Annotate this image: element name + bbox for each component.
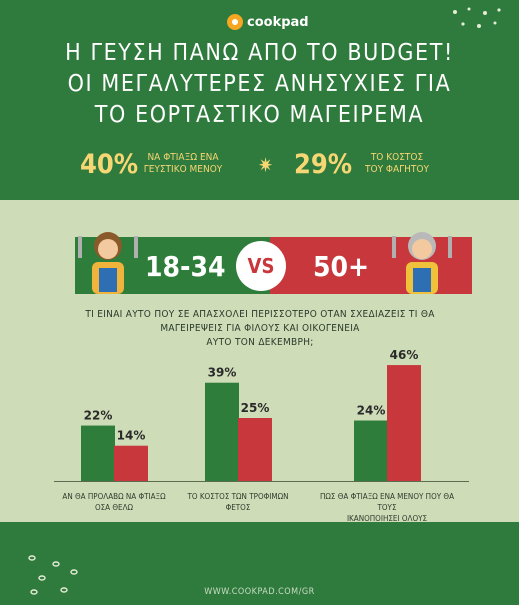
- summary-stats: 40% ΝΑ ΦΤΙΑΞΩ ΕΝΑ ΓΕΥΣΤΙΚΟ ΜΕΝΟΥ ✷ 29% Τ…: [80, 145, 460, 185]
- stat-2-label-line-1: ΤΟ ΚΟΣΤΟΣ: [370, 152, 424, 163]
- age-band-older: [270, 237, 472, 294]
- age-comparison-band: 18-34 VS 50+: [0, 232, 519, 298]
- vs-label: VS: [247, 254, 275, 278]
- title-line-2: ΟΙ ΜΕΓΑΛΥΤΕΡΕΣ ΑΝΗΣΥΧΙΕΣ ΓΙΑ: [67, 71, 452, 97]
- bar-older-1: [114, 445, 148, 481]
- brand-name: cookpad: [247, 14, 309, 30]
- category-label-line: ΦΕΤΟΣ: [225, 503, 251, 512]
- stat-1-label-line-1: ΝΑ ΦΤΙΑΞΩ ΕΝΑ: [147, 152, 219, 163]
- question-line-3: ΑΥΤΟ ΤΟΝ ΔΕΚΕΜΒΡΗ;: [206, 337, 314, 348]
- stat-1-value: 40%: [80, 149, 139, 180]
- cookpad-logo: cookpad: [227, 13, 309, 31]
- decorative-dots: [453, 7, 501, 28]
- bar-value-label: 25%: [241, 401, 270, 415]
- title-line-3: ΤΟ ΕΟΡΤΑΣΤΙΚΟ ΜΑΓΕΙΡΕΜΑ: [94, 102, 425, 128]
- decorative-dots-bottom: [28, 555, 78, 595]
- question-line-2: ΜΑΓΕΙΡΕΨΕΙΣ ΓΙΑ ΦΙΛΟΥΣ ΚΑΙ ΟΙΚΟΓΕΝΕΙΑ: [160, 323, 360, 334]
- age-group-young: 18-34: [145, 250, 226, 283]
- category-label: ΠΩΣ ΘΑ ΦΤΙΑΞΩ ΕΝΑ ΜΕΝΟΥ ΠΟΥ ΘΑ ΤΟΥΣ ΙΚΑΝΟ…: [317, 491, 457, 524]
- bar-young-2: [205, 382, 239, 481]
- category-label-line: ΠΩΣ ΘΑ ΦΤΙΑΞΩ ΕΝΑ ΜΕΝΟΥ ΠΟΥ ΘΑ ΤΟΥΣ: [319, 492, 454, 512]
- bar-value-label: 14%: [117, 429, 146, 443]
- bar-older-3: [387, 365, 421, 481]
- bar-young-3: [354, 420, 388, 481]
- chef-hat-icon: [227, 14, 243, 30]
- young-cook-icon: [78, 232, 138, 294]
- vs-badge: VS: [236, 241, 286, 291]
- bar-value-label: 24%: [357, 404, 386, 418]
- chart-baseline: [54, 481, 469, 482]
- question-line-1: ΤΙ ΕΙΝΑΙ ΑΥΤΟ ΠΟΥ ΣΕ ΑΠΑΣΧΟΛΕΙ ΠΕΡΙΣΣΟΤΕ…: [85, 309, 435, 320]
- stat-1-label: ΝΑ ΦΤΙΑΞΩ ΕΝΑ ΓΕΥΣΤΙΚΟ ΜΕΝΟΥ: [138, 152, 228, 176]
- stat-2-label-line-2: ΤΟΥ ΦΑΓΗΤΟΥ: [365, 164, 429, 175]
- category-label-line: ΟΣΑ ΘΕΛΩ: [94, 503, 134, 512]
- footer-background: [0, 522, 519, 605]
- category-label: ΑΝ ΘΑ ΠΡΟΛΑΒΩ ΝΑ ΦΤΙΑΞΩ ΟΣΑ ΘΕΛΩ: [44, 491, 184, 513]
- bar-value-label: 22%: [84, 409, 113, 423]
- stat-1-label-line-2: ΓΕΥΣΤΙΚΟ ΜΕΝΟΥ: [143, 164, 223, 175]
- category-label: ΤΟ ΚΟΣΤΟΣ ΤΩΝ ΤΡΟΦΙΜΩΝ ΦΕΤΟΣ: [168, 491, 308, 513]
- older-cook-icon: [392, 232, 452, 294]
- bar-value-label: 39%: [208, 366, 237, 380]
- bar-young-1: [81, 425, 115, 481]
- category-label-line: ΑΝ ΘΑ ΠΡΟΛΑΒΩ ΝΑ ΦΤΙΑΞΩ: [62, 492, 166, 501]
- stat-2-value: 29%: [294, 149, 353, 180]
- sparkle-icon: ✷: [258, 153, 274, 177]
- title-line-1: Η ΓΕΥΣΗ ΠΑΝΩ ΑΠΟ ΤΟ BUDGET!: [65, 40, 454, 66]
- category-label-line: ΙΚΑΝΟΠΟΙΗΣΕΙ ΟΛΟΥΣ: [346, 514, 428, 523]
- page-title: Η ΓΕΥΣΗ ΠΑΝΩ ΑΠΟ ΤΟ BUDGET! ΟΙ ΜΕΓΑΛΥΤΕΡ…: [0, 38, 519, 131]
- stat-2-label: ΤΟ ΚΟΣΤΟΣ ΤΟΥ ΦΑΓΗΤΟΥ: [352, 152, 442, 176]
- age-group-older: 50+: [313, 250, 370, 283]
- survey-question: ΤΙ ΕΙΝΑΙ ΑΥΤΟ ΠΟΥ ΣΕ ΑΠΑΣΧΟΛΕΙ ΠΕΡΙΣΣΟΤΕ…: [40, 308, 480, 350]
- footer-url: WWW.COOKPAD.COM/GR: [204, 587, 315, 597]
- header-background: [0, 0, 519, 200]
- bar-value-label: 46%: [390, 348, 419, 362]
- category-label-line: ΤΟ ΚΟΣΤΟΣ ΤΩΝ ΤΡΟΦΙΜΩΝ: [187, 492, 289, 501]
- bar-older-2: [238, 418, 272, 481]
